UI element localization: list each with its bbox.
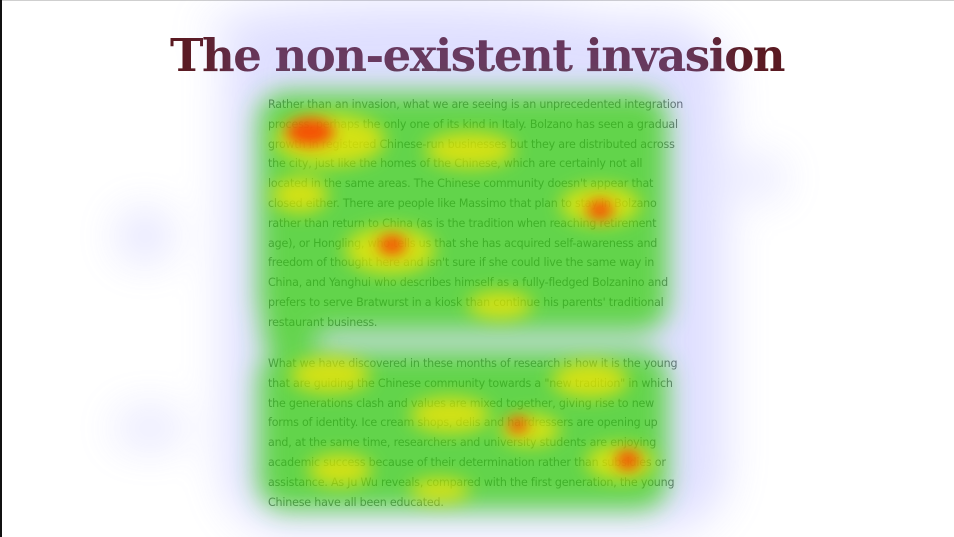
article-paragraph-1: Rather than an invasion, what we are see… — [268, 98, 684, 329]
article-paragraph-2: What we have discovered in these months … — [268, 357, 678, 509]
left-border — [0, 0, 2, 537]
top-border — [0, 0, 954, 1]
article-paragraph-3-fragment — [268, 529, 684, 537]
article-title: The non-existent invasion — [170, 29, 785, 82]
